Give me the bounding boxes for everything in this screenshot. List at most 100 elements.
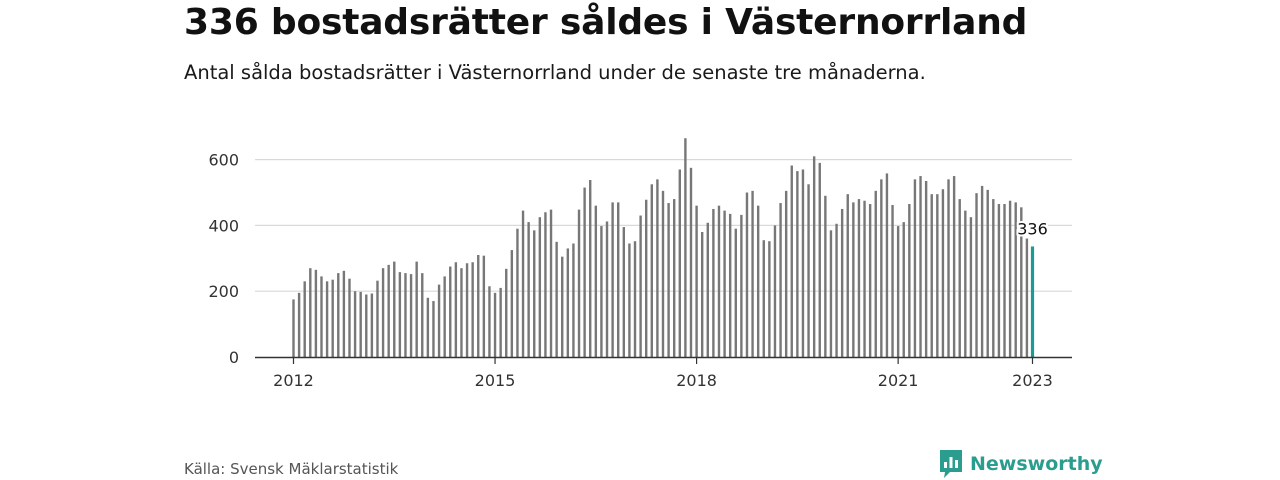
bar — [723, 210, 726, 357]
bar — [561, 256, 564, 357]
bar — [421, 273, 424, 357]
bar — [902, 222, 905, 357]
bar — [1008, 200, 1012, 357]
bar — [622, 227, 626, 357]
bar — [449, 266, 452, 357]
bar — [527, 222, 530, 357]
y-tick-label: 400 — [208, 216, 239, 235]
bar — [628, 243, 631, 357]
bar — [964, 210, 967, 357]
chart-subtitle: Antal sålda bostadsrätter i Västernorrla… — [184, 61, 926, 84]
bar — [538, 217, 542, 357]
bar — [1014, 202, 1017, 357]
bar — [454, 262, 458, 357]
bar — [1003, 204, 1006, 357]
bar — [941, 189, 945, 357]
bar — [376, 280, 379, 357]
bar — [314, 269, 318, 357]
brand-logo[interactable]: Newsworthy — [938, 449, 1103, 479]
bar — [460, 268, 463, 357]
bar — [773, 225, 777, 357]
bar — [656, 179, 659, 357]
bar — [835, 223, 838, 357]
bar — [583, 187, 586, 357]
bar — [896, 226, 900, 357]
bar — [633, 241, 637, 357]
bar — [992, 199, 995, 357]
bar — [499, 287, 502, 357]
bar — [437, 284, 441, 357]
brand-name: Newsworthy — [970, 453, 1103, 475]
x-tick-label: 2018 — [676, 371, 717, 390]
bar — [471, 262, 474, 357]
bar — [672, 199, 676, 357]
x-tick-label: 2012 — [273, 371, 314, 390]
bar — [908, 204, 911, 357]
bar — [353, 291, 357, 357]
bar — [947, 179, 950, 357]
bar — [488, 286, 491, 357]
bar — [650, 184, 654, 357]
chart-title: 336 bostadsrätter såldes i Västernorrlan… — [184, 2, 1028, 43]
y-tick-label: 600 — [208, 151, 239, 170]
y-tick-label: 0 — [229, 348, 239, 367]
bar — [863, 200, 866, 357]
bar — [717, 205, 721, 357]
bar — [796, 171, 799, 357]
bar — [700, 231, 704, 357]
bar — [566, 248, 570, 357]
bar-chart: 0 200 400 600 2012 2015 2018 2021 2023 336 — [208, 138, 1072, 390]
bar — [544, 212, 547, 357]
bar — [577, 209, 581, 357]
bar — [751, 190, 754, 357]
bar — [516, 228, 519, 357]
bar — [359, 291, 362, 357]
bar — [409, 274, 413, 357]
bar — [829, 230, 833, 357]
source-note: Källa: Svensk Mäklarstatistik — [184, 460, 399, 478]
bar — [572, 243, 575, 357]
bar — [661, 190, 665, 357]
bar — [812, 156, 816, 357]
bar — [891, 205, 894, 357]
bar — [824, 195, 827, 357]
x-axis-ticks: 2012 2015 2018 2021 2023 — [273, 357, 1053, 390]
bar — [482, 255, 486, 357]
bar — [348, 278, 351, 357]
bar — [734, 228, 737, 357]
bar — [432, 301, 435, 357]
bar — [930, 194, 933, 357]
bar — [952, 176, 956, 357]
bar — [768, 241, 771, 357]
bar — [745, 192, 749, 357]
bar — [331, 279, 334, 357]
y-axis-ticks: 0 200 400 600 — [208, 151, 239, 367]
bar — [1025, 238, 1029, 357]
bar — [885, 173, 889, 357]
bar — [309, 268, 312, 357]
x-tick-label: 2021 — [878, 371, 919, 390]
bar — [605, 221, 609, 357]
newsworthy-logo-icon — [940, 450, 962, 478]
bar — [997, 204, 1001, 357]
bar — [840, 208, 844, 357]
y-tick-label: 200 — [208, 282, 239, 301]
bar — [728, 213, 732, 357]
bar — [387, 264, 390, 357]
bar — [868, 204, 872, 357]
bar — [846, 194, 849, 357]
x-tick-label: 2015 — [475, 371, 516, 390]
bar — [667, 203, 670, 357]
bar — [936, 194, 939, 357]
bar — [370, 293, 374, 357]
bar — [852, 202, 855, 357]
bar — [784, 190, 788, 357]
bar — [706, 222, 709, 357]
bar — [779, 203, 782, 357]
bar — [521, 210, 525, 357]
bar — [337, 273, 340, 357]
bar-highlight — [1030, 246, 1035, 357]
bar — [398, 272, 402, 357]
bar — [303, 281, 306, 357]
bar — [958, 199, 961, 357]
